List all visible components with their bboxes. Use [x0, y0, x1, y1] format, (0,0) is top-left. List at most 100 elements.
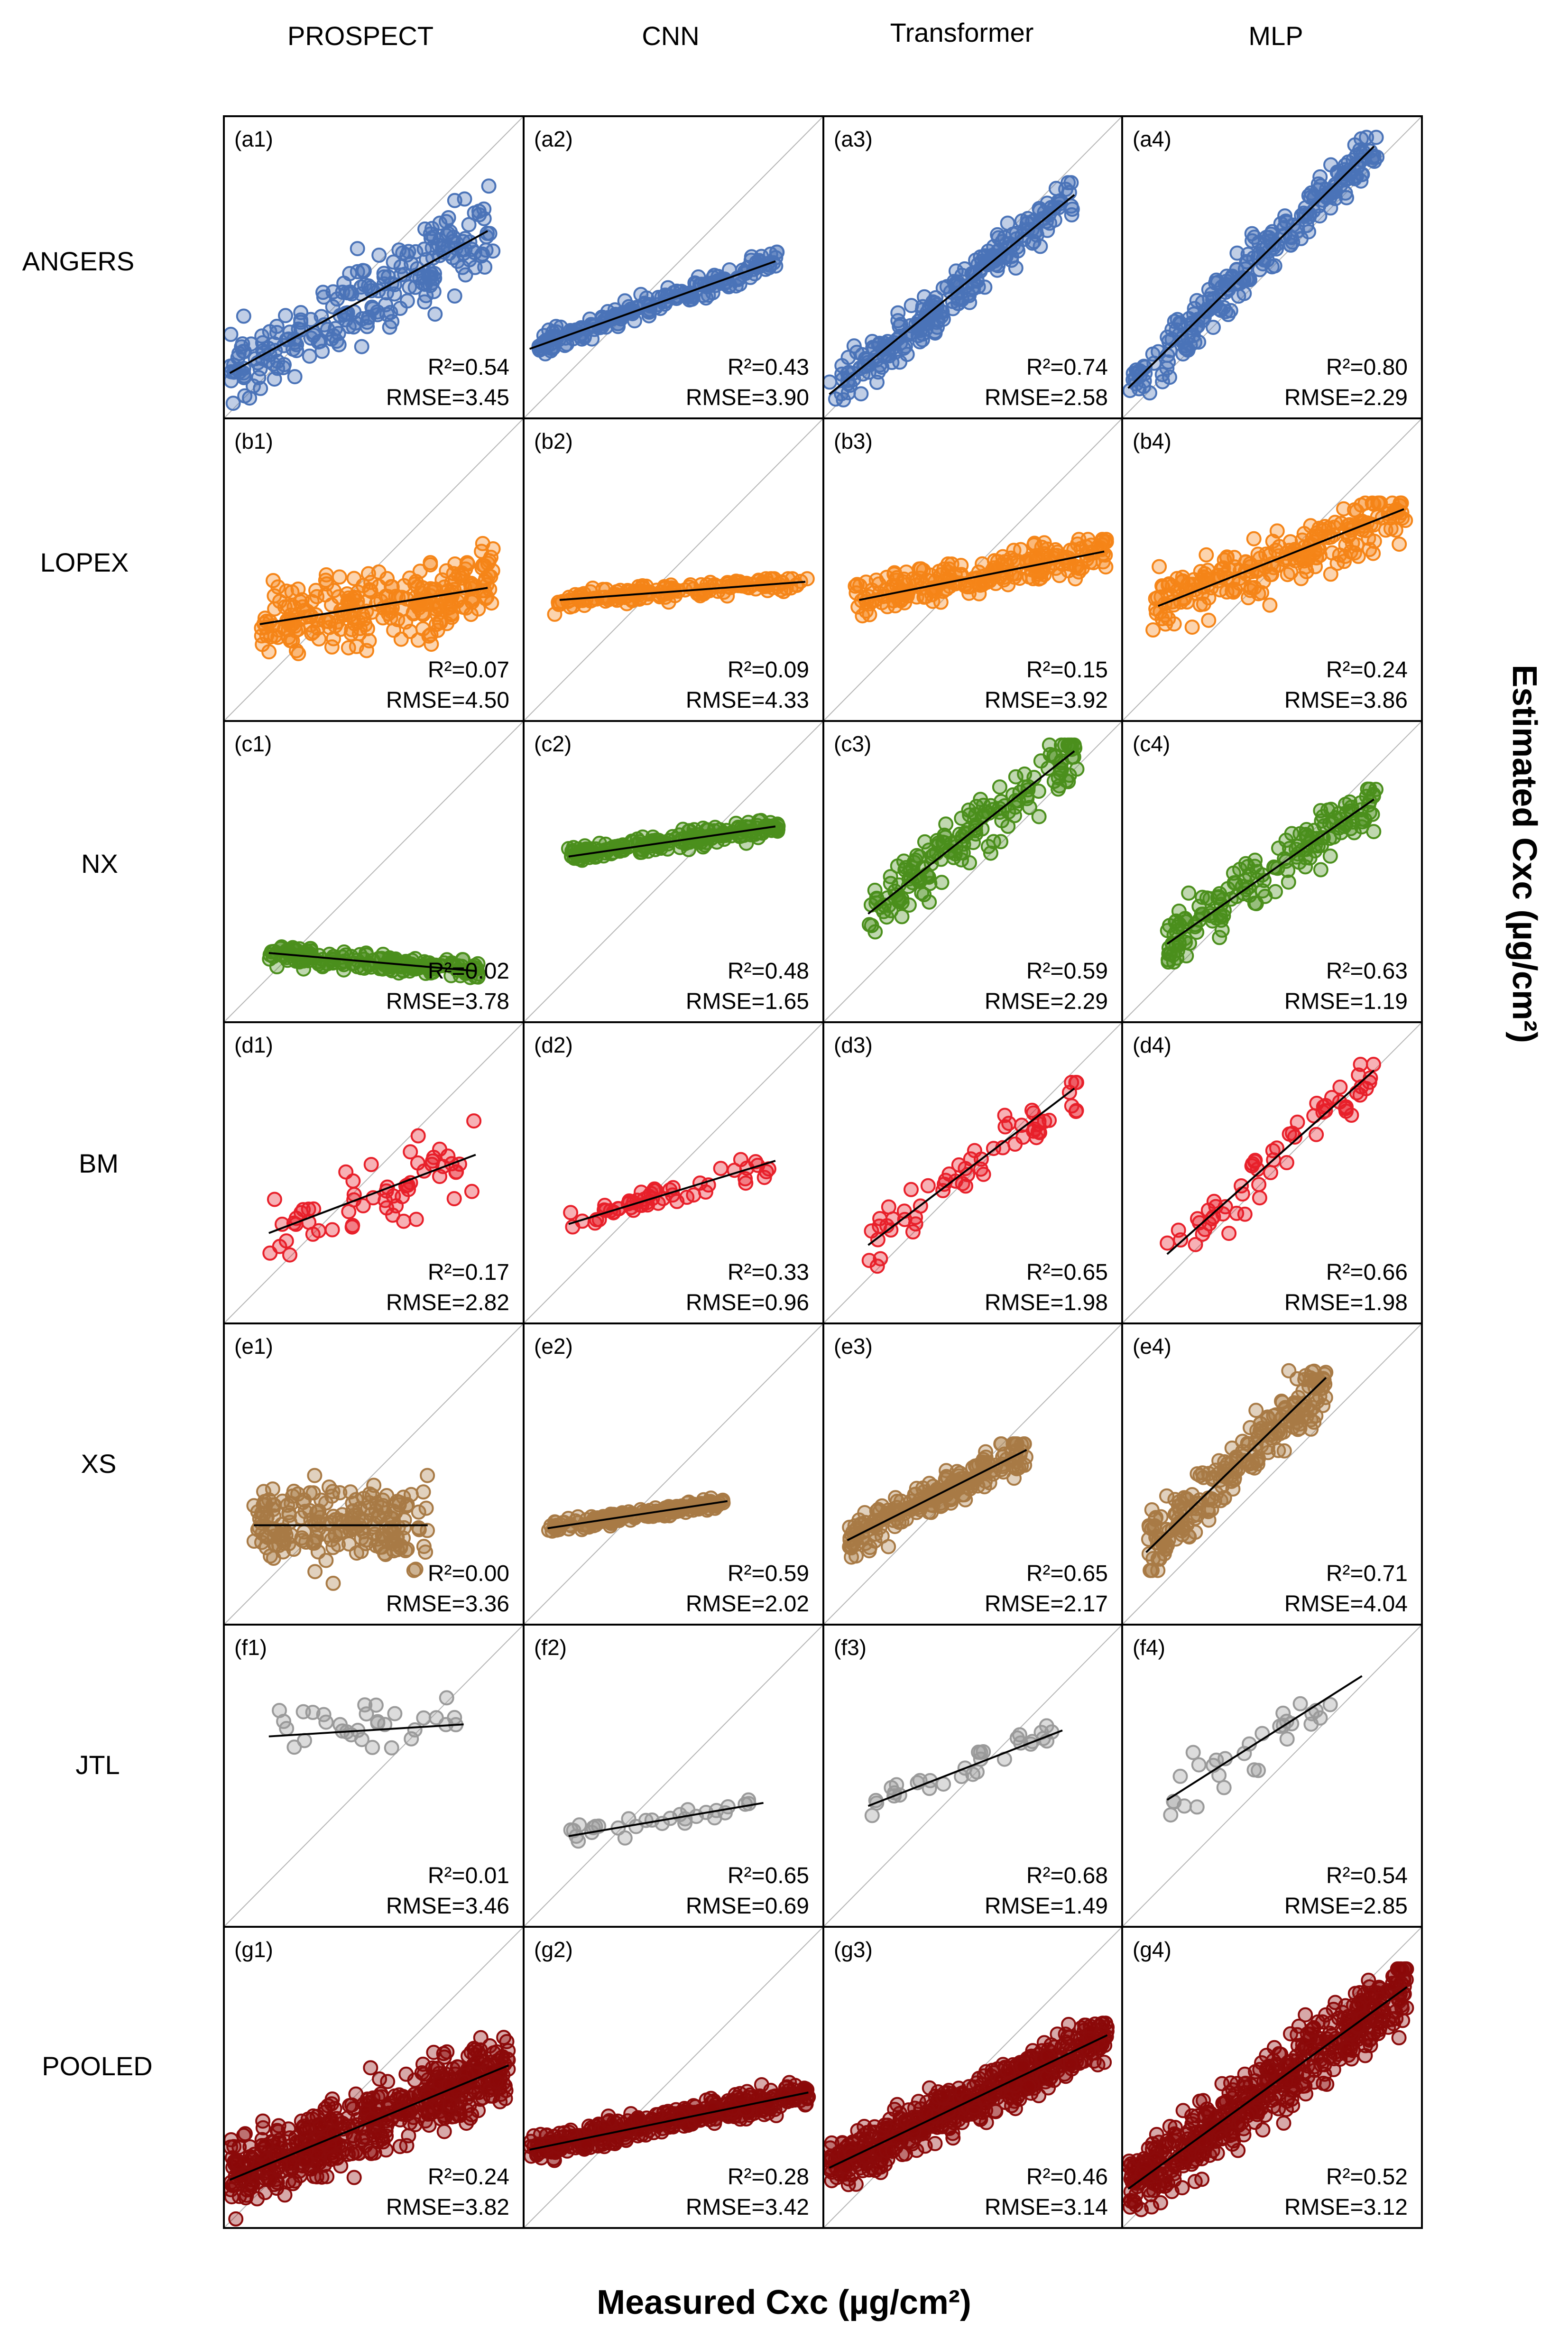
- data-point: [638, 1508, 654, 1524]
- data-point: [1217, 1490, 1232, 1506]
- data-point: [867, 882, 883, 898]
- scatter-points: [224, 178, 501, 411]
- data-point: [271, 622, 286, 638]
- data-point: [463, 591, 479, 606]
- data-point: [1008, 260, 1024, 276]
- regression-line: [547, 1500, 728, 1529]
- data-point: [1195, 889, 1210, 905]
- data-point: [1246, 1460, 1262, 1476]
- data-point: [305, 1226, 321, 1242]
- data-point: [909, 589, 924, 605]
- data-point: [852, 578, 867, 593]
- data-point: [1275, 1705, 1291, 1721]
- data-point: [616, 842, 631, 858]
- data-point: [1098, 534, 1114, 550]
- data-point: [868, 1526, 884, 1542]
- data-point: [1012, 1727, 1027, 1743]
- data-point: [1309, 550, 1324, 565]
- data-point: [432, 215, 448, 231]
- regression-line: [867, 1729, 1063, 1807]
- data-point: [242, 2139, 258, 2154]
- data-point: [1216, 560, 1231, 576]
- scatter-points: [1160, 1056, 1381, 1252]
- data-point: [1279, 1731, 1295, 1747]
- data-point: [1238, 856, 1254, 871]
- data-point: [348, 1492, 364, 1507]
- r2-label: R²=0.71: [1326, 1561, 1408, 1586]
- data-point: [401, 244, 416, 259]
- data-point: [325, 299, 341, 314]
- data-point: [1295, 1408, 1311, 1424]
- row-label-nx: NX: [81, 849, 118, 878]
- data-point: [1295, 1383, 1311, 1399]
- data-point: [297, 2123, 313, 2139]
- data-point: [1006, 543, 1022, 558]
- data-point: [874, 595, 890, 610]
- data-point: [266, 949, 281, 964]
- data-point: [550, 2138, 565, 2154]
- panel-id-label: (g2): [534, 1937, 573, 1962]
- data-point: [954, 852, 969, 868]
- data-point: [867, 924, 883, 940]
- data-point: [299, 603, 315, 619]
- r2-label: R²=0.07: [428, 657, 509, 683]
- data-point: [572, 588, 587, 603]
- identity-line: [523, 1323, 824, 1625]
- panel-id-label: (g1): [234, 1937, 273, 1962]
- data-point: [1219, 549, 1235, 565]
- data-point: [382, 319, 397, 335]
- data-point: [992, 779, 1007, 795]
- rmse-label: RMSE=2.17: [985, 1591, 1108, 1617]
- data-point: [1201, 612, 1217, 628]
- r2-label: R²=0.48: [728, 959, 809, 984]
- panel-id-label: (f1): [234, 1635, 267, 1660]
- data-point: [423, 555, 438, 571]
- data-point: [342, 1484, 358, 1500]
- data-point: [362, 1486, 378, 1502]
- data-point: [262, 2172, 278, 2187]
- regression-line: [847, 1449, 1027, 1541]
- data-point: [1234, 270, 1249, 286]
- data-point: [865, 340, 881, 355]
- data-point: [332, 621, 348, 637]
- data-point: [1185, 1745, 1201, 1760]
- data-point: [1152, 559, 1167, 574]
- data-point: [239, 2188, 254, 2203]
- data-point: [415, 1484, 431, 1500]
- data-point: [1200, 1490, 1216, 1506]
- data-point: [1337, 819, 1352, 834]
- data-point: [1322, 848, 1338, 864]
- data-point: [1248, 1403, 1264, 1418]
- data-point: [483, 549, 498, 565]
- rmse-label: RMSE=3.82: [386, 2195, 509, 2220]
- r2-label: R²=0.00: [428, 1561, 509, 1586]
- data-point: [1309, 1127, 1324, 1142]
- panel-id-label: (b1): [234, 429, 273, 453]
- r2-label: R²=0.17: [428, 1260, 509, 1285]
- data-point: [363, 1157, 379, 1172]
- data-point: [348, 2086, 364, 2102]
- data-point: [1366, 497, 1382, 512]
- data-point: [1068, 1104, 1084, 1119]
- identity-line: [523, 1022, 824, 1324]
- data-point: [1212, 930, 1227, 945]
- regression-line: [268, 952, 476, 972]
- identity-line: [823, 1624, 1123, 1927]
- data-point: [571, 1833, 586, 1849]
- data-point: [277, 599, 293, 615]
- data-point: [481, 178, 497, 194]
- data-point: [612, 582, 628, 598]
- data-point: [289, 643, 304, 658]
- data-point: [1001, 1116, 1017, 1131]
- data-point: [1073, 541, 1089, 556]
- data-point: [284, 584, 300, 600]
- rmse-label: RMSE=4.50: [386, 688, 509, 713]
- data-point: [228, 2211, 244, 2227]
- data-point: [267, 1192, 282, 1207]
- data-point: [929, 845, 944, 861]
- data-point: [933, 1498, 949, 1513]
- data-point: [403, 2090, 418, 2106]
- r2-label: R²=0.59: [1026, 959, 1108, 984]
- data-point: [350, 2112, 365, 2127]
